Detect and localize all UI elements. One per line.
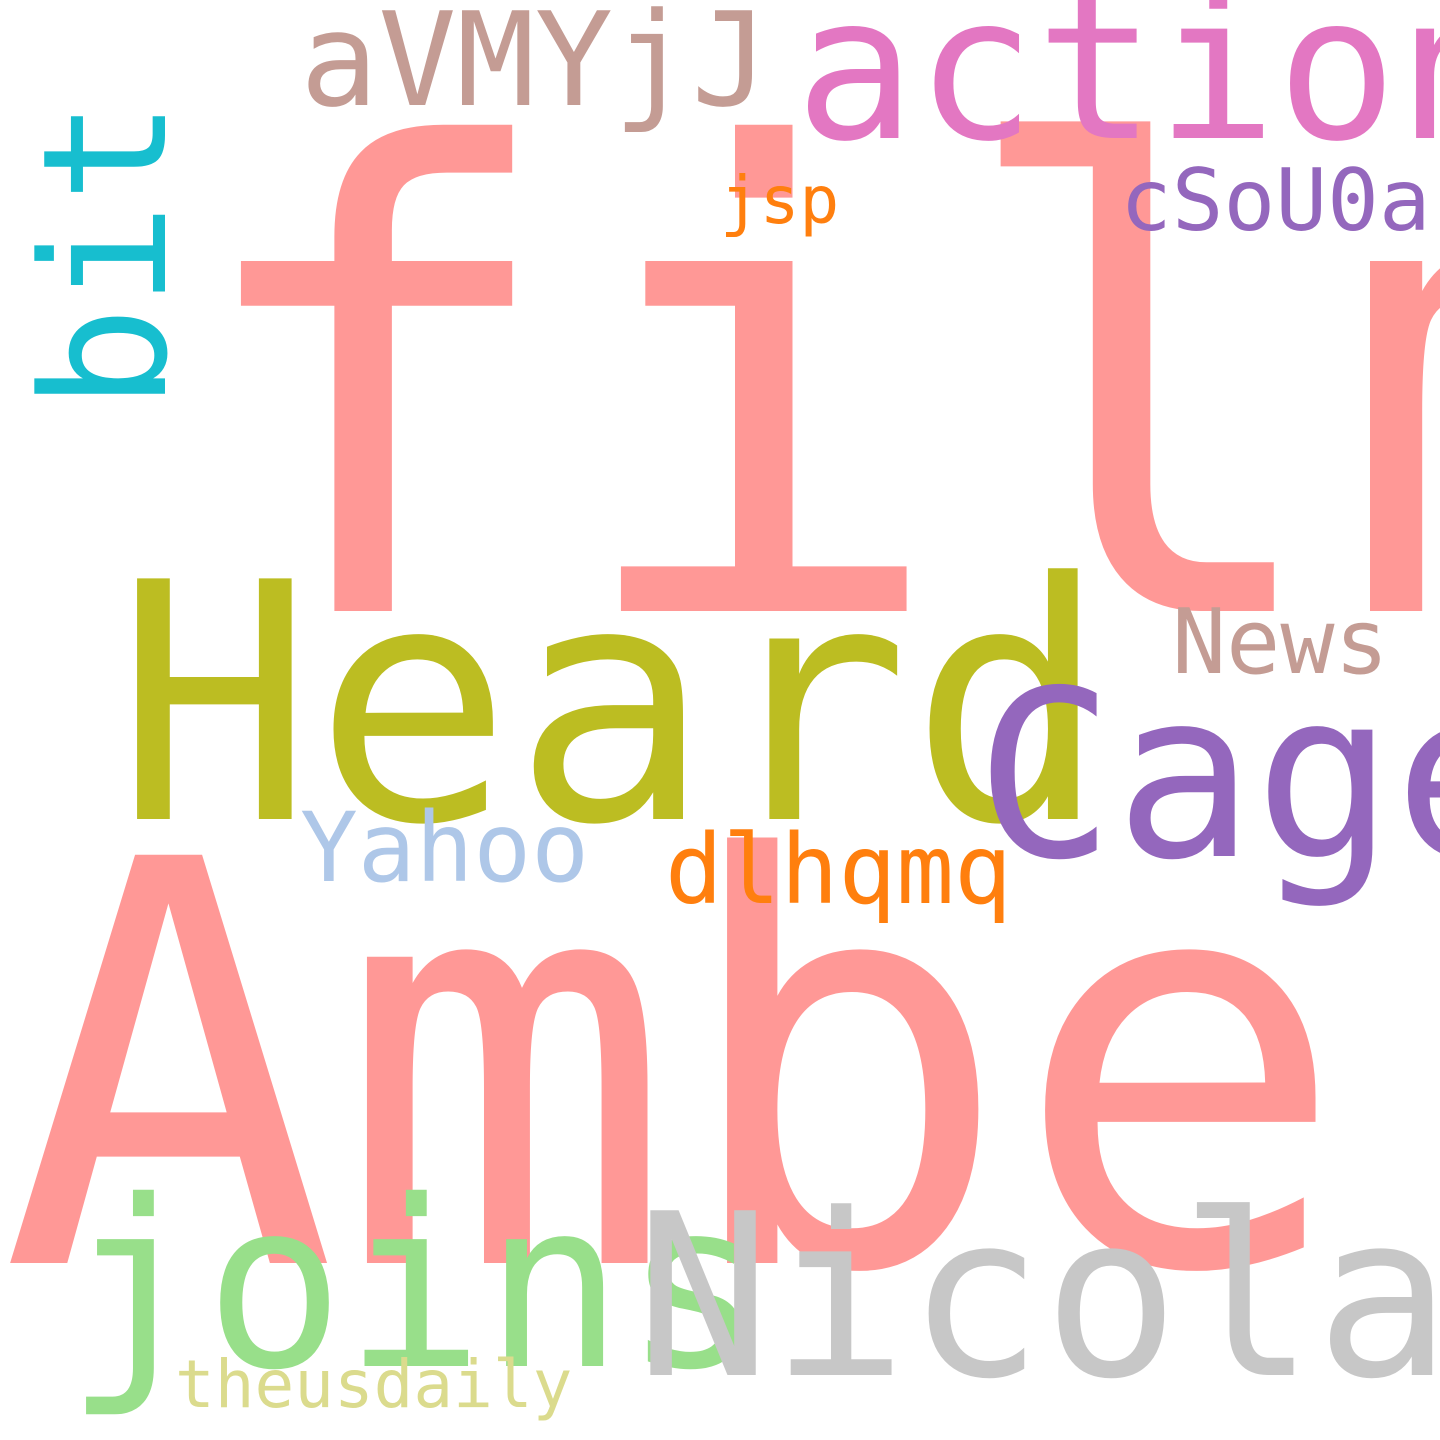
word-cage: Cage: [975, 641, 1440, 911]
word-nicolas: Nicolas: [635, 1166, 1440, 1429]
word-avmyjj: aVMYjJ: [300, 0, 770, 136]
word-joins: joins: [65, 1151, 764, 1421]
word-theusdaily: theusdaily: [175, 1346, 573, 1423]
word-heard: Heard: [115, 513, 1109, 897]
word-bit: bit: [5, 99, 206, 410]
word-csou0a: cSoU0a: [1120, 151, 1431, 251]
word-news: News: [1172, 590, 1389, 695]
word-film: film: [180, 17, 1440, 762]
word-amber: Amber: [0, 744, 1440, 1396]
word-action: action: [795, 0, 1440, 186]
word-jsp: jsp: [720, 162, 840, 239]
word-dlhqmq: dlhqmq: [665, 814, 1012, 926]
word-yahoo: Yahoo: [300, 792, 589, 904]
